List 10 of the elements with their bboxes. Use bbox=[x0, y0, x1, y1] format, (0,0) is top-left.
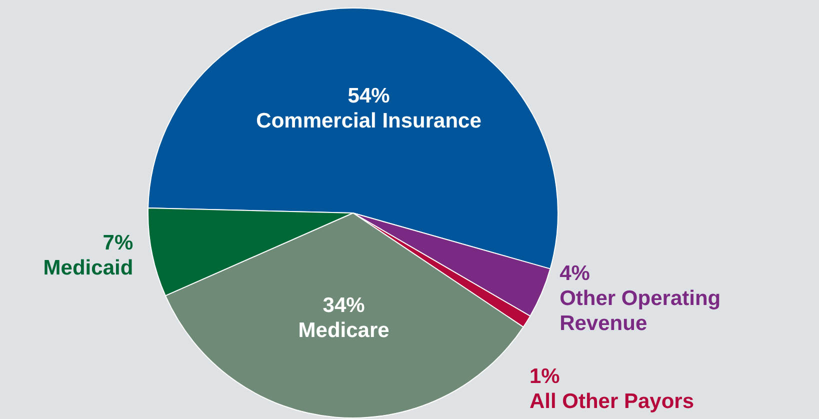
slice-label: Commercial Insurance bbox=[256, 110, 482, 133]
data-label: 54% bbox=[348, 84, 390, 108]
data-label: 34% bbox=[322, 294, 366, 318]
slice-label: Medicare bbox=[298, 319, 390, 342]
slice-label: All Other Payors bbox=[529, 390, 694, 413]
data-label: 7% bbox=[102, 232, 134, 255]
data-label: 4% bbox=[560, 262, 590, 286]
slice-label: Other Operating Revenue bbox=[560, 287, 721, 336]
slice-label: Medicaid bbox=[43, 256, 134, 280]
data-label: 1% bbox=[529, 364, 560, 388]
